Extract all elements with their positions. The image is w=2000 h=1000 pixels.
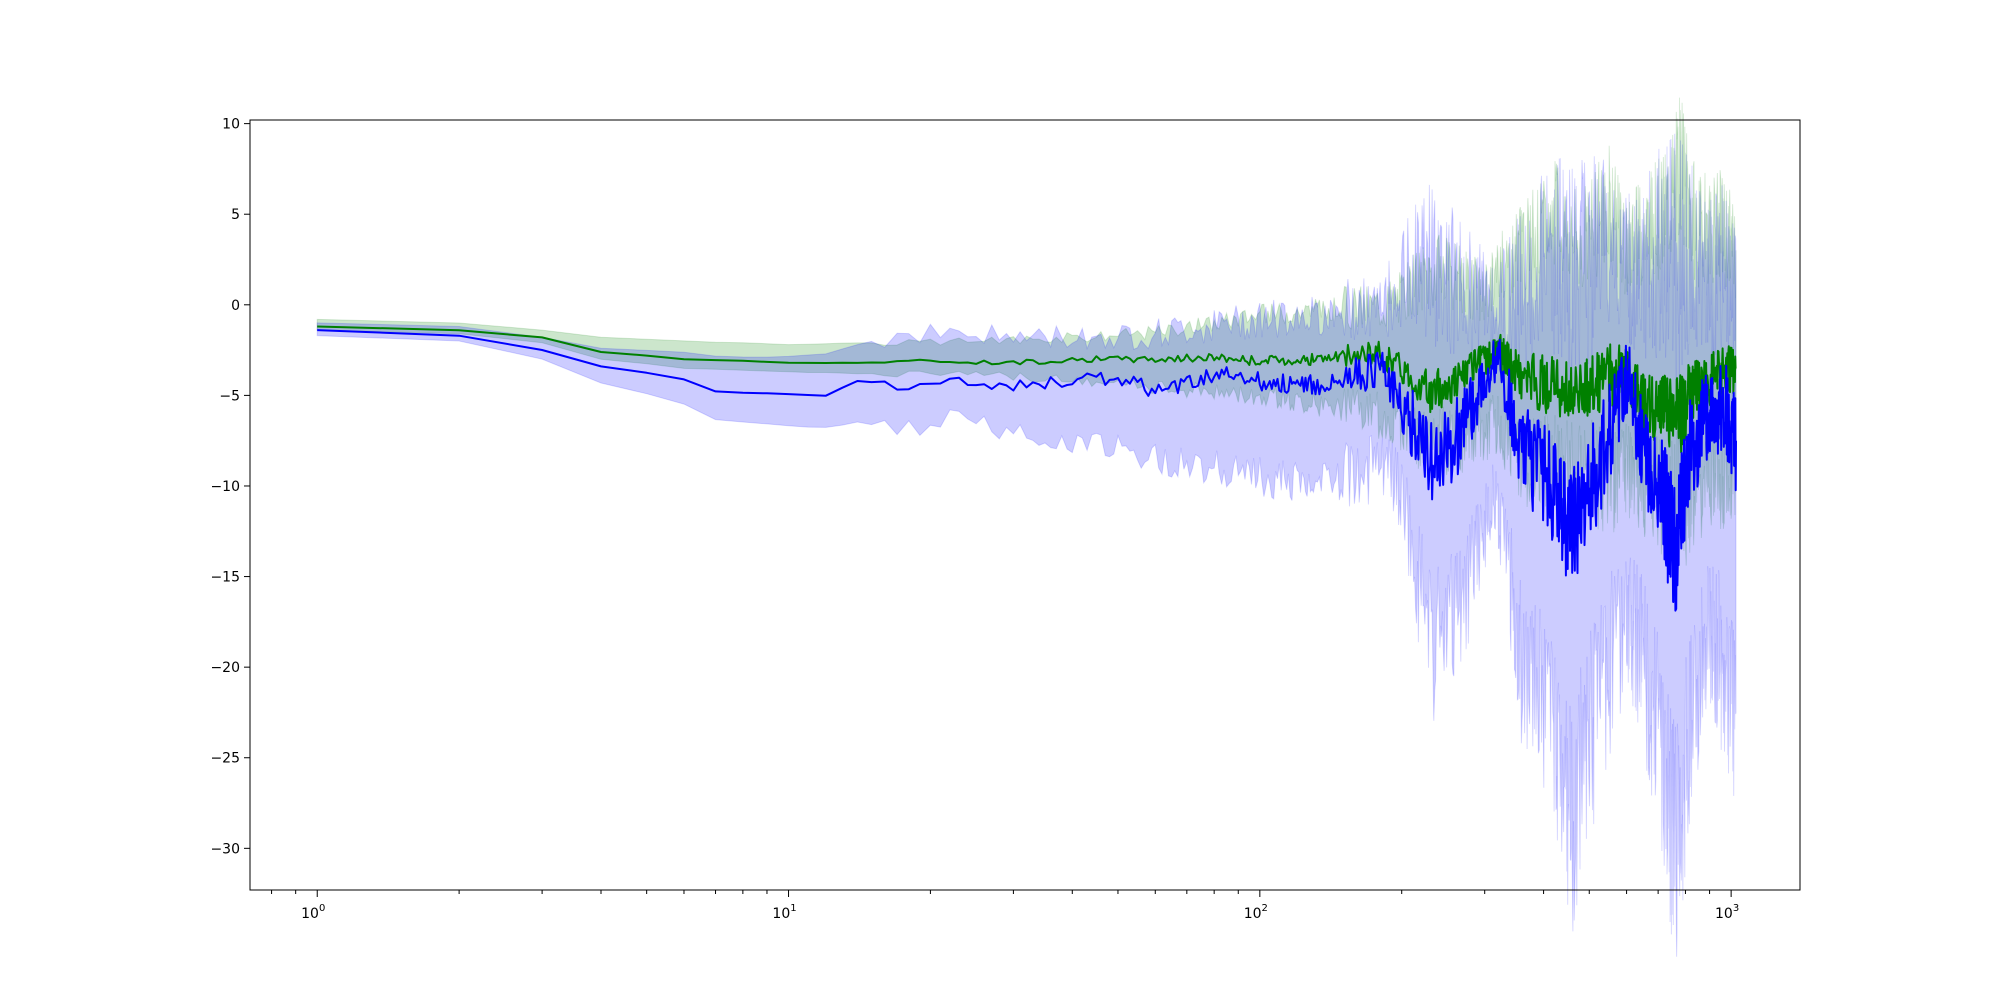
y-tick-label: −15 [210,570,240,586]
y-tick-label: −10 [210,479,240,495]
y-tick-label: 0 [231,298,240,314]
y-tick-label: −20 [210,660,240,676]
y-axis: 10 5 0 −5 −10 −15 −20 −25 −30 [210,117,250,857]
line-series-0 [317,325,1737,454]
y-tick-label: −30 [210,841,240,857]
y-tick-label: 5 [231,207,240,223]
x-tick-label: 101 [772,903,796,922]
y-tick-label: −5 [219,388,240,404]
x-tick-label: 100 [301,903,325,922]
band-series-1 [316,133,1737,957]
plot-area [316,97,1737,957]
series-lines [317,325,1737,612]
x-tick-label: 102 [1244,903,1268,922]
x-axis: 100 101 102 103 [271,890,1739,922]
y-tick-label: −25 [210,751,240,767]
x-tick-label: 103 [1715,903,1739,922]
plot-frame [249,119,1801,891]
y-tick-label: 10 [222,117,240,133]
line-series-1 [317,329,1737,612]
